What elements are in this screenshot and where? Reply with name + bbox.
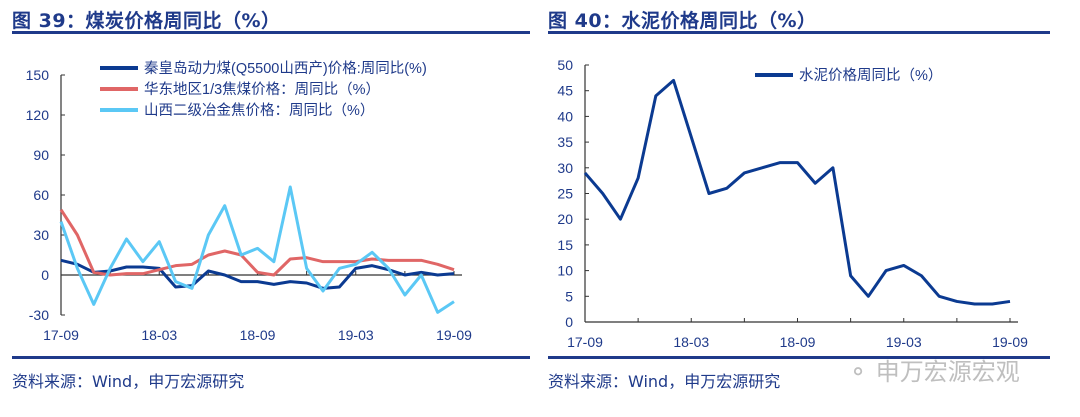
y-tick-label: 5 (565, 288, 573, 304)
x-tick-label: 17-09 (43, 327, 79, 343)
y-tick-label: 25 (557, 186, 573, 202)
figure-40-title: 图 40：水泥价格周同比（%） (548, 10, 817, 32)
legend-label: 华东地区1/3焦煤价格：周同比（%） (144, 81, 380, 98)
figure-39-title: 图 39：煤炭价格周同比（%） (12, 10, 281, 32)
series-line (59, 185, 455, 314)
x-tick-label: 18-09 (780, 334, 816, 350)
y-tick-label: 40 (557, 108, 573, 124)
x-tick-label: 18-03 (673, 334, 709, 350)
y-tick-label: 30 (557, 160, 573, 176)
x-tick-label: 18-09 (240, 327, 276, 343)
figure-40-source: 资料来源：Wind，申万宏源研究 (548, 372, 781, 391)
x-tick-label: 18-03 (141, 327, 177, 343)
y-tick-label: 35 (557, 134, 573, 150)
y-tick-label: 0 (41, 267, 49, 283)
y-tick-label: 50 (557, 57, 573, 73)
x-tick-label: 19-03 (886, 334, 922, 350)
figure-39-source: 资料来源：Wind，申万宏源研究 (12, 372, 245, 391)
y-tick-label: 60 (33, 187, 49, 203)
y-tick-label: 30 (33, 227, 49, 243)
title-rule (12, 31, 530, 34)
figure-40-panel: 图 40：水泥价格周同比（%） 0 5 10 15 20 25 30 35 40 45 50 17-0… (540, 0, 1080, 417)
cement-price-chart: 0 5 10 15 20 25 30 35 40 45 50 17-09 18-03 18-09 19-03… (557, 57, 1028, 350)
legend-label: 山西二级冶金焦价格：周同比（%） (144, 102, 374, 119)
coal-price-chart: -30 0 30 60 90 120 150 17-09 18-03 18-09 19-03 19-0… (26, 60, 472, 343)
watermark-text: 申万宏源宏观 (875, 358, 1020, 386)
legend-label: 秦皇岛动力煤(Q5500山西产)价格:周同比(%) (144, 60, 427, 77)
x-tick-label: 19-03 (338, 327, 374, 343)
wechat-watermark: ⚬ 申万宏源宏观 (848, 352, 1020, 387)
legend-label: 水泥价格周同比（%） (799, 67, 942, 84)
y-tick-label: 15 (557, 237, 573, 253)
series-line (59, 208, 455, 277)
y-tick-label: 10 (557, 263, 573, 279)
footer-rule (12, 356, 530, 359)
y-tick-label: 45 (557, 83, 573, 99)
y-tick-label: 120 (26, 107, 50, 123)
footer-rule (548, 356, 1050, 359)
y-tick-label: 90 (33, 147, 49, 163)
title-rule (548, 31, 1050, 34)
x-tick-label: 19-09 (992, 334, 1028, 350)
x-tick-label: 19-09 (436, 327, 472, 343)
y-tick-label: 150 (26, 67, 50, 83)
wechat-icon: ⚬ (848, 358, 869, 386)
figure-39-panel: 图 39：煤炭价格周同比（%） -30 0 30 60 90 120 150 17-09 18-… (12, 10, 530, 391)
y-tick-label: 20 (557, 211, 573, 227)
y-tick-label: -30 (29, 307, 49, 323)
series-line (583, 78, 1011, 306)
y-tick-label: 0 (565, 314, 573, 330)
x-tick-label: 17-09 (567, 334, 603, 350)
